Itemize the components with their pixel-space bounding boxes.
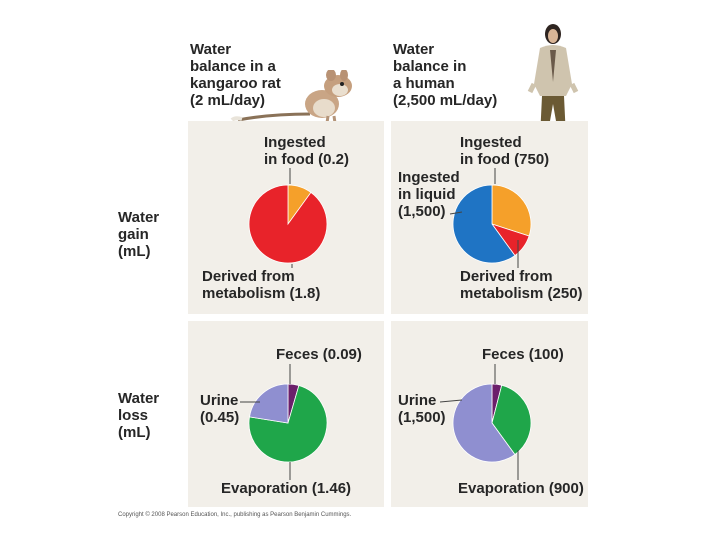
label-human-loss-evap: Evaporation (900) xyxy=(458,480,584,497)
water-loss-label: Water loss (mL) xyxy=(118,390,160,441)
pie-human-loss xyxy=(452,383,532,463)
pie-rat-loss xyxy=(248,383,328,463)
pie-slice-evaporation xyxy=(491,384,532,456)
label-human-loss-feces: Feces (100) xyxy=(482,346,564,363)
label-rat-gain-metab: Derived from metabolism (1.8) xyxy=(202,268,321,302)
water-gain-label: Water gain (mL) xyxy=(118,209,160,260)
pie-rat-gain xyxy=(248,184,328,264)
label-rat-loss-urine: Urine (0.45) xyxy=(200,392,240,426)
label-rat-loss-feces: Feces (0.09) xyxy=(276,346,362,363)
label-human-gain-liquid: Ingested in liquid (1,500) xyxy=(398,169,460,220)
label-human-gain-metab: Derived from metabolism (250) xyxy=(460,268,583,302)
copyright-text: Copyright © 2008 Pearson Education, Inc.… xyxy=(118,512,352,518)
label-human-loss-urine: Urine (1,500) xyxy=(398,392,446,426)
pie-slice-urine xyxy=(249,383,289,424)
pie-slice-ingested-in-liquid xyxy=(452,184,516,264)
rat-header: Water balance in a kangaroo rat (2 mL/da… xyxy=(190,41,281,109)
leader-human-loss-urine xyxy=(439,399,463,403)
pie-slice-ingested-in-food xyxy=(491,184,532,237)
pie-slice-evaporation xyxy=(248,385,328,463)
label-human-gain-food: Ingested in food (750) xyxy=(460,134,550,168)
label-rat-gain-food: Ingested in food (0.2) xyxy=(264,134,349,168)
human-header: Water balance in a human (2,500 mL/day) xyxy=(393,41,498,109)
leader-human-gain-liquid xyxy=(449,211,463,215)
pie-human-gain xyxy=(452,184,532,264)
pie-slice-urine xyxy=(452,383,516,463)
pie-slice-derived-from-metabolism xyxy=(248,184,328,264)
label-rat-loss-evap: Evaporation (1.46) xyxy=(221,480,352,497)
